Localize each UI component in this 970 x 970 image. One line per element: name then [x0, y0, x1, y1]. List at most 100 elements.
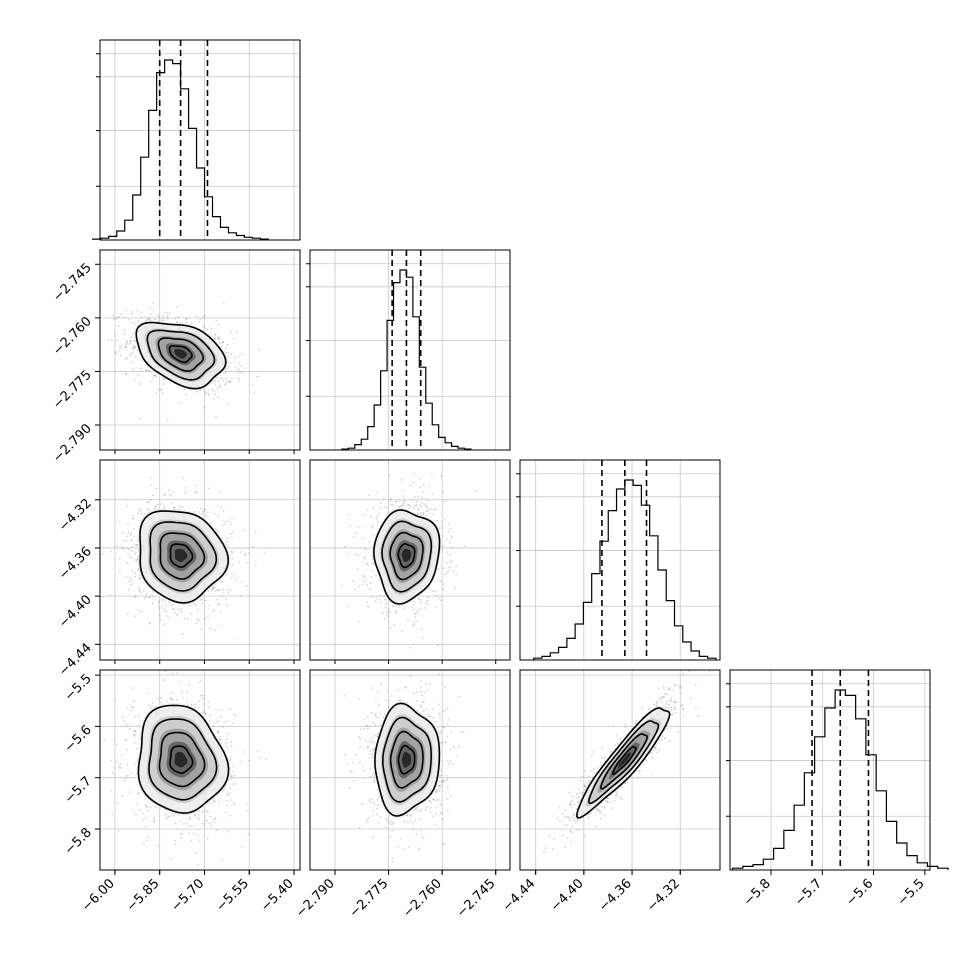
sample-point [161, 319, 164, 322]
sample-point [344, 545, 346, 548]
sample-point [203, 410, 206, 413]
sample-point [154, 508, 156, 510]
sample-point [152, 816, 155, 819]
sample-point [139, 577, 142, 580]
sample-point [243, 367, 246, 370]
sample-point [166, 817, 169, 820]
sample-point [444, 573, 446, 576]
sample-point [395, 500, 397, 503]
sample-point [447, 570, 450, 573]
sample-point [376, 813, 378, 816]
sample-point [138, 590, 141, 593]
sample-point [121, 795, 123, 797]
contour-line-1 [168, 345, 193, 364]
sample-point [206, 328, 209, 331]
sample-point [186, 617, 189, 620]
sample-point [365, 818, 368, 821]
sample-point [169, 697, 172, 700]
sample-point [135, 559, 138, 562]
sample-point [408, 845, 411, 848]
sample-point [166, 315, 169, 318]
sample-point [118, 558, 121, 561]
sample-point [231, 531, 234, 534]
sample-point [367, 725, 370, 728]
sample-point [113, 699, 116, 702]
sample-point [149, 706, 152, 709]
sample-point [374, 712, 377, 715]
sample-point [156, 807, 159, 809]
sample-point [222, 302, 225, 304]
sample-point [197, 814, 200, 816]
sample-point [199, 695, 202, 697]
sample-point [132, 347, 134, 350]
sample-point [111, 813, 114, 816]
sample-point [127, 498, 129, 501]
sample-point [437, 568, 440, 571]
sample-point [441, 784, 444, 786]
sample-point [202, 712, 204, 714]
density-frame [99, 669, 301, 871]
density-panel-3-1 [99, 459, 301, 661]
sample-point [412, 473, 415, 476]
sample-point [365, 549, 368, 551]
sample-point [126, 340, 129, 343]
sample-point [201, 822, 204, 825]
sample-point [189, 840, 192, 843]
sample-point [132, 706, 135, 709]
sample-point [200, 679, 202, 682]
sample-point [227, 355, 229, 358]
sample-point [229, 381, 232, 384]
sample-point [145, 805, 148, 808]
sample-point [230, 777, 233, 780]
sample-point [129, 723, 132, 725]
sample-point [153, 374, 156, 376]
sample-point [227, 592, 230, 594]
sample-point [134, 715, 137, 718]
sample-point [115, 317, 118, 320]
sample-point [232, 783, 235, 785]
sample-point [120, 344, 123, 347]
sample-point [148, 369, 150, 372]
sample-point [357, 585, 360, 588]
sample-point [140, 508, 143, 511]
sample-point [354, 532, 357, 534]
sample-point [369, 800, 372, 803]
sample-point [441, 520, 444, 523]
sample-point [452, 570, 455, 573]
sample-point [226, 830, 229, 833]
density-shade [401, 548, 412, 563]
sample-point [218, 720, 221, 722]
sample-point [377, 733, 379, 735]
sample-point [214, 383, 217, 385]
sample-point [208, 394, 210, 397]
sample-point [365, 577, 367, 579]
sample-point [134, 615, 136, 618]
contour-line-1 [397, 543, 416, 569]
sample-point [150, 477, 152, 479]
sample-point [247, 552, 250, 555]
sample-point [431, 492, 434, 495]
sample-point [239, 551, 242, 553]
sample-point [390, 503, 392, 506]
sample-point [414, 496, 416, 499]
sample-point [214, 393, 217, 395]
sample-point [132, 528, 135, 530]
sample-point [118, 570, 121, 573]
sample-point [215, 720, 218, 723]
sample-point [137, 373, 140, 376]
sample-point [166, 418, 169, 421]
sample-point [207, 590, 210, 592]
sample-point [152, 309, 155, 312]
sample-point [154, 505, 157, 507]
sample-point [362, 537, 364, 539]
sample-point [132, 311, 135, 313]
sample-point [422, 511, 425, 514]
sample-point [451, 546, 453, 548]
sample-point [164, 494, 167, 496]
contour-line-2 [159, 532, 206, 580]
sample-point [216, 730, 219, 732]
sample-point [212, 587, 215, 590]
sample-point [226, 720, 229, 722]
sample-point [216, 709, 219, 711]
sample-point [138, 588, 141, 591]
